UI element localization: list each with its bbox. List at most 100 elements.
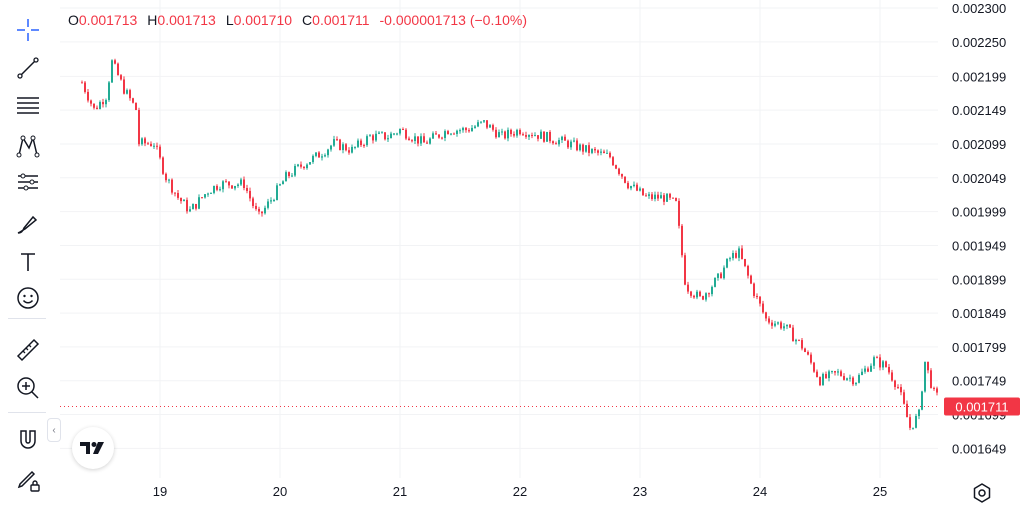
candle-body bbox=[213, 185, 215, 193]
candle-body bbox=[132, 98, 134, 103]
candle-body bbox=[903, 392, 905, 404]
candle-body bbox=[465, 127, 467, 131]
candle-body bbox=[384, 132, 386, 140]
price-tick-label: 0.001999 bbox=[952, 205, 1006, 220]
price-tick-label: 0.002149 bbox=[952, 103, 1006, 118]
candle-body bbox=[243, 179, 245, 188]
candle-body bbox=[687, 284, 689, 292]
trend-line-tool[interactable] bbox=[8, 50, 48, 86]
candle-body bbox=[273, 200, 275, 202]
candle-body bbox=[486, 120, 488, 128]
emoji-tool[interactable] bbox=[8, 280, 48, 316]
candle-body bbox=[615, 165, 617, 169]
candle-body bbox=[843, 376, 845, 380]
candle-body bbox=[876, 357, 878, 359]
candle-body bbox=[246, 187, 248, 191]
lock-drawings-tool[interactable] bbox=[8, 462, 48, 498]
price-axis[interactable]: 0.002300 0.002250 0.002199 0.002149 0.002099… bbox=[938, 0, 1024, 478]
candle-body bbox=[276, 185, 278, 201]
candle-body bbox=[672, 197, 674, 199]
candle-body bbox=[708, 293, 710, 295]
low-value: 0.001710 bbox=[233, 12, 293, 28]
time-tick-label: 19 bbox=[153, 484, 167, 499]
candle-body bbox=[786, 324, 788, 327]
candle-body bbox=[129, 90, 131, 99]
candle-body bbox=[435, 133, 437, 135]
price-change: -0.000001713 (−0.10%) bbox=[379, 12, 528, 28]
magnet-tool[interactable] bbox=[8, 422, 48, 458]
candle-body bbox=[864, 368, 866, 372]
candle-body bbox=[828, 371, 830, 379]
candle-body bbox=[906, 403, 908, 418]
candle-body bbox=[699, 291, 701, 297]
low-label: L bbox=[225, 12, 234, 28]
candle-body bbox=[144, 138, 146, 144]
ruler-tool[interactable] bbox=[8, 332, 48, 368]
crosshair-tool[interactable] bbox=[8, 12, 48, 48]
prediction-tool[interactable] bbox=[8, 164, 48, 200]
chart-settings-icon[interactable] bbox=[970, 481, 994, 505]
candle-body bbox=[654, 194, 656, 199]
candle-body bbox=[936, 388, 938, 393]
candle-body bbox=[489, 125, 491, 128]
candle-body bbox=[336, 139, 338, 141]
chart-plot-area[interactable] bbox=[60, 0, 947, 478]
candle-body bbox=[684, 255, 686, 285]
price-axis-scale[interactable]: 0.002300 0.002250 0.002199 0.002149 0.002099… bbox=[938, 0, 1024, 478]
high-label: H bbox=[147, 12, 158, 28]
candle-body bbox=[234, 186, 236, 189]
close-label: C bbox=[302, 12, 313, 28]
candle-body bbox=[372, 135, 374, 141]
candle-body bbox=[588, 145, 590, 153]
candlestick-chart[interactable] bbox=[60, 0, 947, 478]
candle-body bbox=[777, 322, 779, 324]
candle-body bbox=[522, 134, 524, 136]
candle-body bbox=[549, 131, 551, 142]
candle-body bbox=[453, 133, 455, 135]
candle-body bbox=[747, 265, 749, 276]
candle-body bbox=[756, 296, 758, 298]
open-label: O bbox=[68, 12, 79, 28]
candle-body bbox=[852, 377, 854, 385]
candle-body bbox=[675, 197, 677, 201]
open-value: 0.001713 bbox=[78, 12, 138, 28]
zoom-in-tool[interactable] bbox=[8, 370, 48, 406]
candle-body bbox=[681, 225, 683, 256]
candle-body bbox=[240, 179, 242, 185]
candle-body bbox=[363, 145, 365, 147]
candle-body bbox=[207, 193, 209, 195]
brush-tool[interactable] bbox=[8, 206, 48, 242]
candle-body bbox=[291, 175, 293, 177]
text-icon bbox=[21, 253, 35, 271]
candle-body bbox=[321, 156, 323, 158]
candle-body bbox=[705, 293, 707, 300]
candle-body bbox=[495, 129, 497, 138]
candle-body bbox=[816, 371, 818, 378]
horizontal-lines-tool[interactable] bbox=[8, 88, 48, 124]
time-axis-scale[interactable]: 19 20 21 22 23 24 25 bbox=[60, 478, 938, 507]
price-tick-label: 0.002250 bbox=[952, 35, 1006, 50]
candle-body bbox=[927, 361, 929, 371]
candle-body bbox=[645, 195, 647, 197]
candle-body bbox=[183, 199, 185, 202]
text-tool[interactable] bbox=[8, 244, 48, 280]
candle-body bbox=[765, 312, 767, 319]
candle-body bbox=[855, 382, 857, 385]
collapse-toolbar-button[interactable]: ‹ bbox=[47, 418, 61, 442]
candle-body bbox=[348, 150, 350, 153]
candle-body bbox=[141, 138, 143, 145]
candle-body bbox=[138, 110, 140, 145]
candle-body bbox=[345, 144, 347, 151]
candle-body bbox=[108, 82, 110, 101]
candle-body bbox=[258, 208, 260, 212]
time-tick-label: 25 bbox=[873, 484, 887, 499]
time-axis[interactable]: 19 20 21 22 23 24 25 bbox=[60, 478, 938, 507]
candle-body bbox=[306, 164, 308, 169]
candle-body bbox=[873, 357, 875, 366]
pattern-tool[interactable] bbox=[8, 128, 48, 164]
candle-body bbox=[393, 133, 395, 135]
candle-body bbox=[330, 145, 332, 150]
candle-body bbox=[519, 129, 521, 135]
candle-body bbox=[447, 131, 449, 135]
candle-body bbox=[666, 193, 668, 202]
